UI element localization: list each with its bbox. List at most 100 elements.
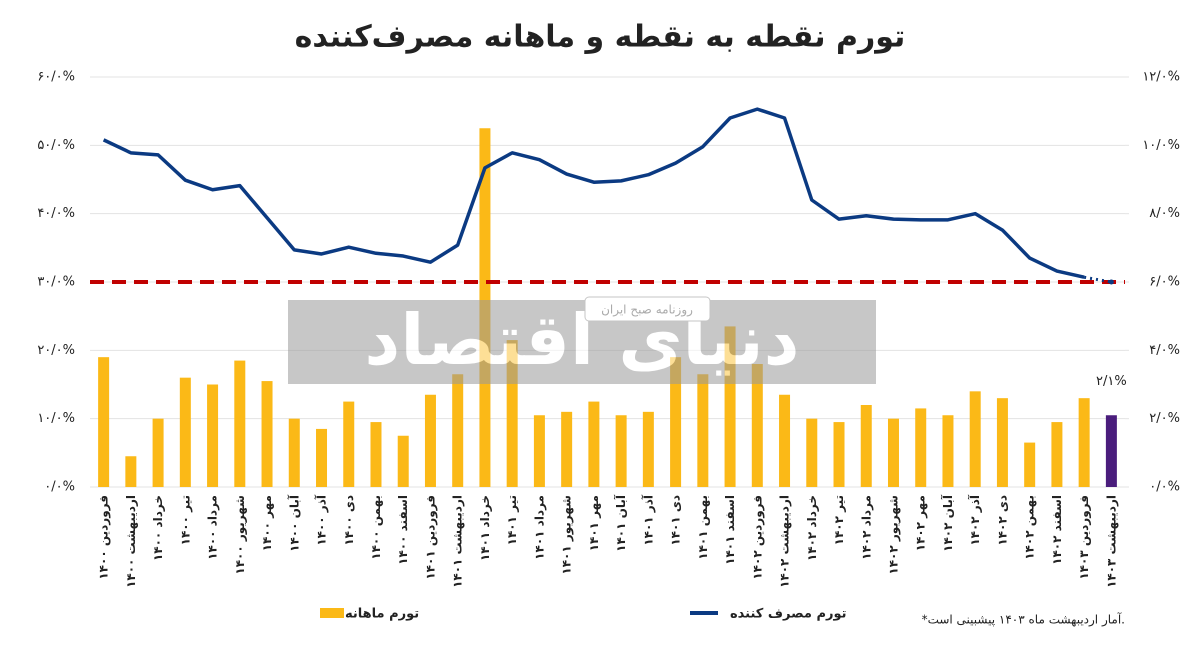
bar [424,394,436,487]
bar [588,401,600,487]
bar [1078,398,1090,487]
x-tick-label: اسفند ۱۴۰۲ [1050,495,1064,565]
bar [234,360,246,487]
chart-title: تورم نقطه به نقطه و ماهانه مصرف‌کننده [295,20,906,55]
bar [697,374,709,487]
footnote: *آمار اردیبهشت ماه ۱۴۰۳ پیشبینی است. [922,612,1125,628]
bar [152,418,164,487]
x-tick-label: آذر ۱۴۰۲ [967,494,982,546]
x-tick-label: فروردین ۱۴۰۰ [97,495,112,580]
x-tick-label: مرداد ۱۴۰۱ [532,495,546,560]
watermark-tag [584,296,711,322]
y2-tick-label: ۸/۰% [1149,206,1180,221]
x-tick-label: اسفند ۱۴۰۱ [723,495,737,565]
bar [751,364,763,487]
x-tick-label: اردیبهشت ۱۴۰۳ [1104,495,1118,588]
y2-tick-label: ۰/۰% [1149,480,1180,495]
x-tick-label: بهمن ۱۴۰۲ [1023,495,1037,560]
x-tick-label: آبان ۱۴۰۱ [613,494,628,552]
bar [942,415,954,487]
x-tick-label: اسفند ۱۴۰۰ [396,495,410,565]
x-tick-label: شهریور ۱۴۰۲ [886,495,901,575]
x-tick-label: شهریور ۱۴۰۱ [560,495,575,575]
bar [615,415,627,487]
x-tick-label: فروردین ۱۴۰۲ [750,495,765,580]
bar [915,408,927,487]
x-tick-label: اردیبهشت ۱۴۰۰ [124,495,138,588]
watermark-box [288,300,876,384]
x-tick-label: تیر ۱۴۰۲ [832,495,846,545]
y2-tick-label: ۱۰/۰% [1142,138,1180,153]
x-tick-label: دی ۱۴۰۲ [995,495,1009,546]
bar [670,357,682,487]
estimate-connector [1083,275,1112,284]
y-tick-label: ۰/۰% [44,480,75,495]
bar [724,326,736,487]
x-tick-label: مهر ۱۴۰۰ [260,495,274,551]
x-tick-label: تیر ۱۴۰۰ [178,495,192,545]
x-tick-label: اردیبهشت ۱۴۰۱ [451,495,465,588]
x-tick-label: شهریور ۱۴۰۰ [233,495,248,575]
bar [533,415,545,487]
bar [833,422,845,487]
watermark-subtext: روزنامه صبح ایران [601,303,693,318]
x-tick-label: تیر ۱۴۰۱ [505,495,519,545]
bar [370,422,382,487]
x-tick-label: آبان ۱۴۰۲ [940,494,955,552]
legend-label: تورم ماهانه [345,607,419,622]
x-tick-label: مهر ۱۴۰۲ [914,495,928,551]
bar [261,381,273,487]
bar [316,428,328,487]
x-tick-label: فروردین ۱۴۰۳ [1077,495,1092,580]
x-tick-label: بهمن ۱۴۰۱ [696,495,710,560]
bar [179,377,191,487]
y2-tick-label: ۲/۰% [1149,411,1180,426]
x-tick-label: آذر ۱۴۰۱ [640,494,655,546]
x-tick-label: مرداد ۱۴۰۲ [859,495,873,560]
bar [397,435,409,487]
y-tick-label: ۳۰/۰% [37,275,75,290]
bar [1051,422,1063,487]
bar [887,418,899,487]
bar [343,401,355,487]
y-tick-label: ۵۰/۰% [37,138,75,153]
bar [288,418,300,487]
bar [506,340,518,487]
x-tick-label: آذر ۱۴۰۰ [314,494,329,546]
y-tick-label: ۴۰/۰% [37,206,75,221]
bar [779,394,791,487]
legend-swatch [320,608,344,618]
watermark-text: دنیای اقتصاد [364,299,799,381]
bar [806,418,818,487]
line [102,107,1085,279]
bar [207,384,219,487]
y-tick-label: ۱۰/۰% [37,411,75,426]
x-tick-label: مهر ۱۴۰۱ [587,495,601,551]
bar [561,411,573,487]
x-tick-label: خرداد ۱۴۰۲ [805,495,819,561]
data-label: ۲/۱% [1096,374,1127,389]
bar [996,398,1008,487]
bar [1024,442,1036,487]
estimate-point [1108,279,1114,285]
y2-tick-label: ۱۲/۰% [1142,70,1180,85]
y2-tick-label: ۴/۰% [1149,343,1180,358]
x-tick-label: خرداد ۱۴۰۱ [478,495,492,561]
x-tick-label: اردیبهشت ۱۴۰۲ [778,495,792,588]
x-tick-label: دی ۱۴۰۰ [342,495,356,546]
y-tick-label: ۶۰/۰% [37,70,75,85]
bar [452,374,464,487]
bar [1105,415,1117,487]
bar [125,456,137,487]
x-tick-label: بهمن ۱۴۰۰ [369,495,383,560]
legend-label: تورم مصرف کننده [730,607,847,622]
x-tick-label: آبان ۱۴۰۰ [286,494,301,552]
bar [969,391,981,487]
y-tick-label: ۲۰/۰% [37,343,75,358]
x-tick-label: خرداد ۱۴۰۰ [151,495,165,561]
x-tick-label: مرداد ۱۴۰۰ [206,495,220,560]
x-tick-label: دی ۱۴۰۱ [669,495,683,546]
